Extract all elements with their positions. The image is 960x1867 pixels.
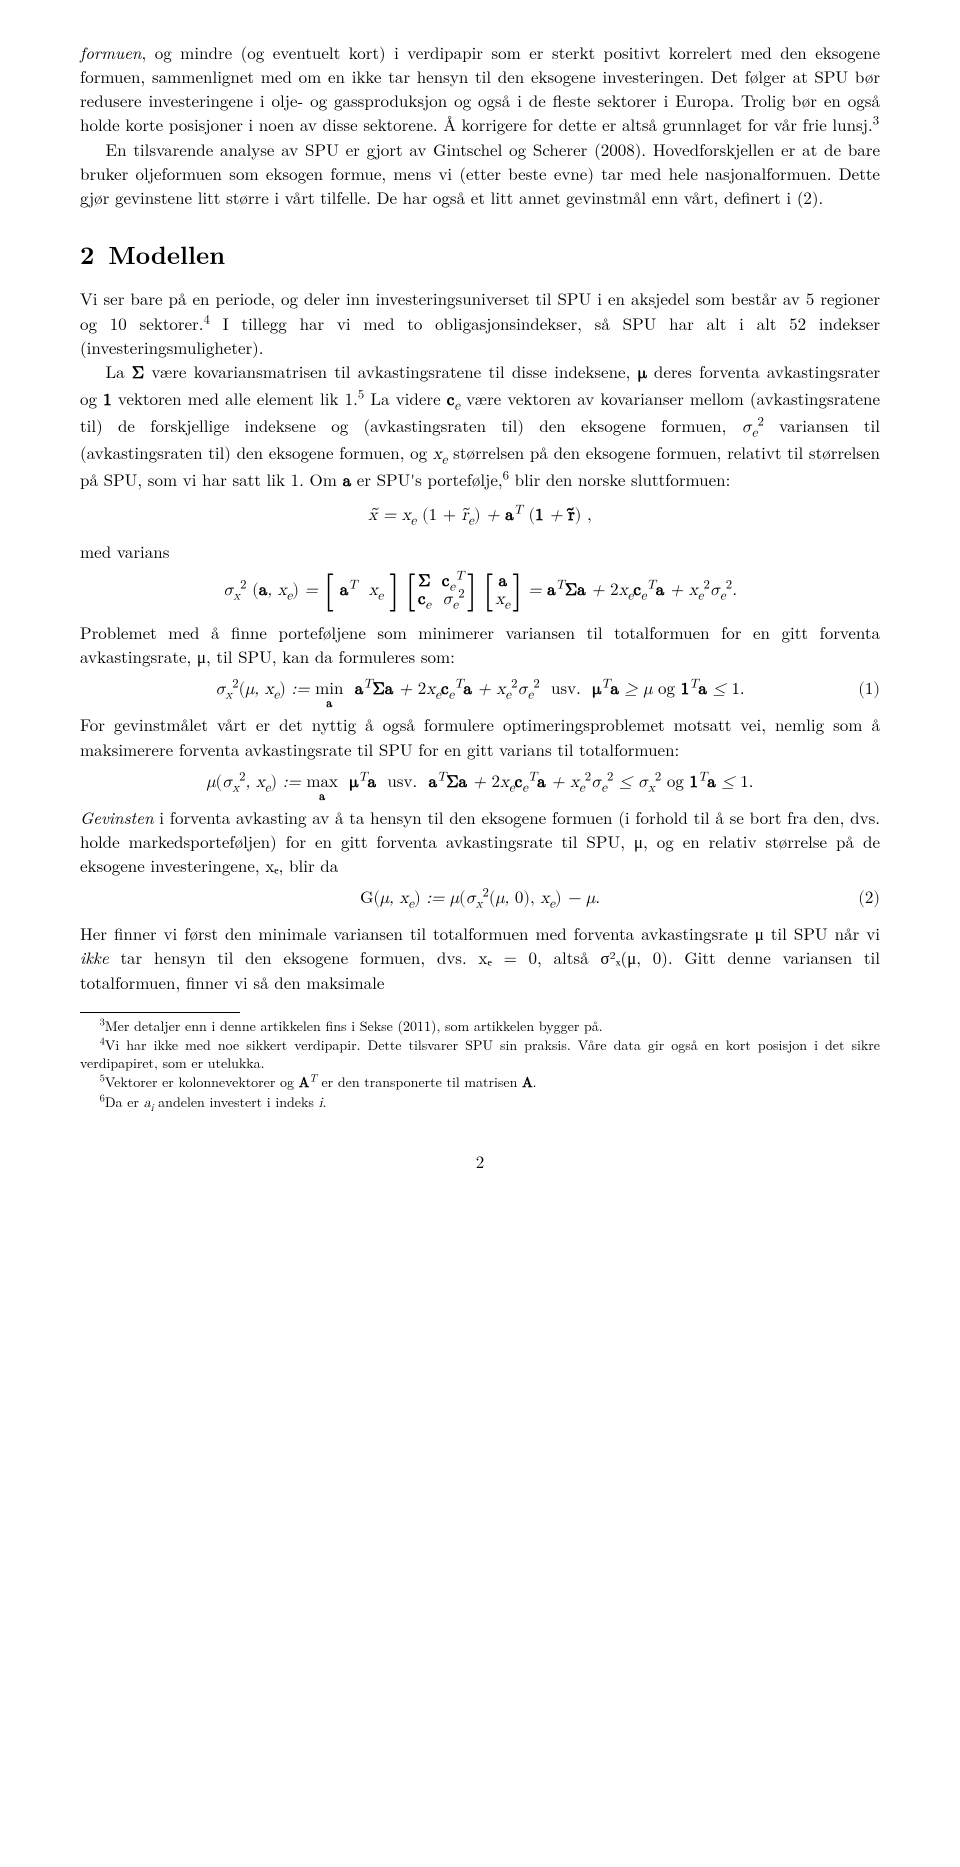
- equation-variance: σx2 (a, xe) = [ aT xe ] [Σ ceTce σe2] [a…: [80, 573, 880, 610]
- paragraph-1: formuen, og mindre (og eventuelt kort) i…: [80, 40, 880, 137]
- paragraph-9: Her finner vi først den minimale varians…: [80, 921, 880, 993]
- page-number: 2: [80, 1149, 880, 1173]
- p4-i: er SPU's portefølje,: [351, 467, 503, 491]
- paragraph-4: La Σ være kovariansmatrisen til avkastin…: [80, 359, 880, 495]
- p4-b: være kovariansmatrisen til avkastingsrat…: [144, 359, 637, 383]
- footnotes: 3Mer detaljer enn i denne artikkelen fin…: [80, 1017, 880, 1113]
- paragraph-3: Vi ser bare på en periode, og deler inn …: [80, 286, 880, 358]
- paragraph-2: En tilsvarende analyse av SPU er gjort a…: [80, 137, 880, 209]
- p9-italic: ikke: [80, 945, 109, 969]
- section-heading: 2 Modellen: [80, 237, 880, 273]
- footnote-ref-3: 3: [873, 111, 879, 129]
- para8-italic: Gevinsten: [80, 805, 154, 829]
- eq-number-1: (1): [858, 678, 880, 702]
- footnote-3: 3Mer detaljer enn i denne artikkelen fin…: [80, 1017, 880, 1036]
- footnote-rule: [80, 1012, 240, 1013]
- p4-a: La: [106, 359, 132, 383]
- section-number: 2: [80, 237, 94, 272]
- fn4-text: Vi har ikke med noe sikkert verdipapir. …: [80, 1035, 880, 1074]
- paragraph-8: Gevinsten i forventa avkasting av å ta h…: [80, 805, 880, 877]
- equation-1: σx2(μ, xe) := mina aTΣa + 2xeceTa + xe2σ…: [80, 678, 880, 702]
- equation-2: G(μ, xe) := μ(σx2(μ, 0), xe) − μ. (2): [80, 887, 880, 911]
- p9a: Her finner vi først den minimale varians…: [80, 921, 880, 945]
- footnote-4: 4Vi har ikke med noe sikkert verdipapir.…: [80, 1036, 880, 1074]
- p4-e: La videre: [364, 386, 447, 410]
- p4-j: blir den norske sluttformuen:: [509, 467, 730, 491]
- para8-text: i forventa avkasting av å ta hensyn til …: [80, 805, 880, 877]
- eq-number-2: (2): [858, 887, 880, 911]
- equation-sluttformuen: x̃ = xe (1 + r̃e) + aT (1 + r̃) ,: [80, 504, 880, 528]
- p4-d: vektoren med alle element lik 1.: [112, 386, 358, 410]
- paragraph-5: med varians: [80, 539, 880, 563]
- footnote-5: 5Vektorer er kolonnevektorer og AT er de…: [80, 1073, 880, 1093]
- paragraph-7: For gevinstmålet vårt er det nyttig å og…: [80, 712, 880, 760]
- p9b: tar hensyn til den eksogene formuen, dvs…: [80, 945, 880, 993]
- para1-text: , og mindre (og eventuelt kort) i verdip…: [80, 40, 880, 136]
- para1-italic: formuen: [80, 40, 142, 64]
- section-title: Modellen: [108, 237, 225, 272]
- equation-mu-max: μ(σx2, xe) := maxa μTa usv. aTΣa + 2xece…: [80, 771, 880, 795]
- fn3-text: Mer detaljer enn i denne artikkelen fins…: [105, 1016, 603, 1036]
- footnote-6: 6Da er ai andelen investert i indeks i.: [80, 1093, 880, 1113]
- paragraph-6: Problemet med å finne porteføljene som m…: [80, 620, 880, 668]
